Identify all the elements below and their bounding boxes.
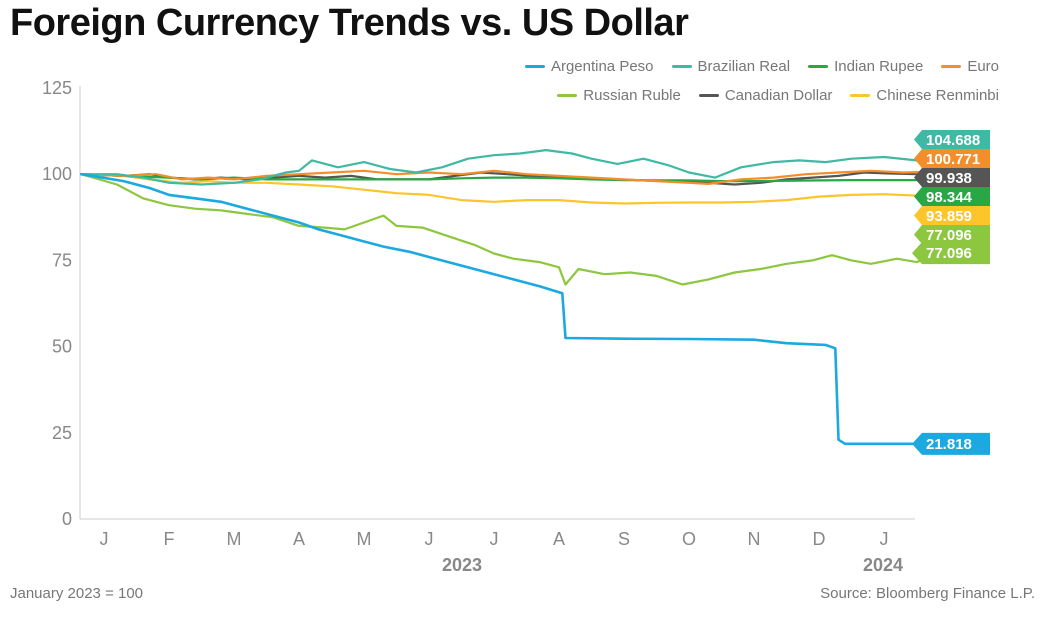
chart-axes: 0 25 50 75 100 125 J F M A M J J A S O N D J 2023 2024	[42, 78, 915, 575]
end-label-flag	[914, 187, 990, 206]
end-label-text: 104.688	[926, 132, 980, 149]
chart-title: Foreign Currency Trends vs. US Dollar	[10, 2, 689, 44]
legend-swatch	[808, 65, 829, 68]
end-label-text: 100.771	[926, 151, 980, 168]
legend-swatch	[941, 65, 962, 68]
series-line-brazilian-real	[80, 149, 944, 186]
series-line-chinese-renminbi	[80, 173, 944, 205]
end-label-text: 99.938	[926, 170, 972, 187]
end-label-text: 77.096	[926, 245, 972, 262]
x-tick-label: A	[293, 529, 305, 549]
legend-swatch	[850, 94, 871, 97]
legend-swatch	[671, 65, 692, 68]
legend-item: Argentina Peso	[524, 58, 654, 75]
x-tick-label: O	[682, 529, 696, 549]
x-tick-label: J	[880, 529, 889, 549]
series-line-euro	[80, 169, 944, 185]
legend-label: Brazilian Real	[697, 58, 791, 75]
end-label-flag	[914, 206, 990, 225]
end-label-flag	[912, 242, 990, 265]
x-year-label: 2024	[863, 555, 903, 575]
x-tick-label: F	[164, 529, 175, 549]
legend-label: Euro	[967, 58, 999, 75]
legend-item: Chinese Renminbi	[850, 87, 999, 104]
end-label-flag	[914, 225, 990, 244]
y-tick-label: 25	[52, 423, 72, 443]
legend-label: Argentina Peso	[550, 58, 654, 75]
chart-end-labels: 104.688 100.771 99.938 98.344 93.859 77.09677…	[912, 130, 990, 455]
end-label-flag	[914, 149, 990, 168]
legend-item: Euro	[941, 58, 999, 75]
y-tick-label: 0	[62, 509, 72, 529]
chart-series	[80, 149, 944, 446]
end-label-flag	[914, 130, 990, 149]
legend-item: Brazilian Real	[671, 58, 791, 75]
x-tick-label: M	[227, 529, 242, 549]
end-label-text: 98.344	[926, 189, 973, 206]
legend-label: Russian Ruble	[583, 87, 681, 104]
y-tick-label: 50	[52, 337, 72, 357]
y-tick-label: 100	[42, 164, 72, 184]
end-label-text: 93.859	[926, 208, 972, 225]
y-tick-label: 125	[42, 78, 72, 98]
x-tick-label: J	[425, 529, 434, 549]
x-year-label: 2023	[442, 555, 482, 575]
x-tick-label: S	[618, 529, 630, 549]
x-tick-label: D	[813, 529, 826, 549]
legend-label: Indian Rupee	[834, 58, 924, 75]
x-tick-label: N	[748, 529, 761, 549]
legend-item: Indian Rupee	[808, 58, 923, 75]
legend-label: Canadian Dollar	[724, 87, 833, 104]
end-label-flag	[912, 432, 990, 455]
series-line-russian-ruble	[80, 173, 944, 286]
x-tick-label: J	[490, 529, 499, 549]
legend-swatch	[557, 94, 578, 97]
legend-swatch	[698, 94, 719, 97]
end-label-text: 21.818	[926, 436, 972, 453]
x-tick-label: A	[553, 529, 565, 549]
chart-source: Source: Bloomberg Finance L.P.	[820, 585, 1035, 602]
series-line-argentina-peso	[80, 172, 944, 446]
y-tick-label: 75	[52, 250, 72, 270]
end-label-text: 77.096	[926, 227, 972, 244]
x-tick-label: M	[357, 529, 372, 549]
legend-item: Canadian Dollar	[698, 87, 833, 104]
end-label-flag	[914, 168, 990, 187]
chart-legend: Argentina Peso Brazilian Real Indian Rupee…	[439, 58, 999, 104]
x-tick-label: J	[100, 529, 109, 549]
legend-item: Russian Ruble	[557, 87, 681, 104]
legend-swatch	[524, 65, 545, 68]
legend-label: Chinese Renminbi	[876, 87, 999, 104]
chart-footnote: January 2023 = 100	[10, 585, 144, 602]
